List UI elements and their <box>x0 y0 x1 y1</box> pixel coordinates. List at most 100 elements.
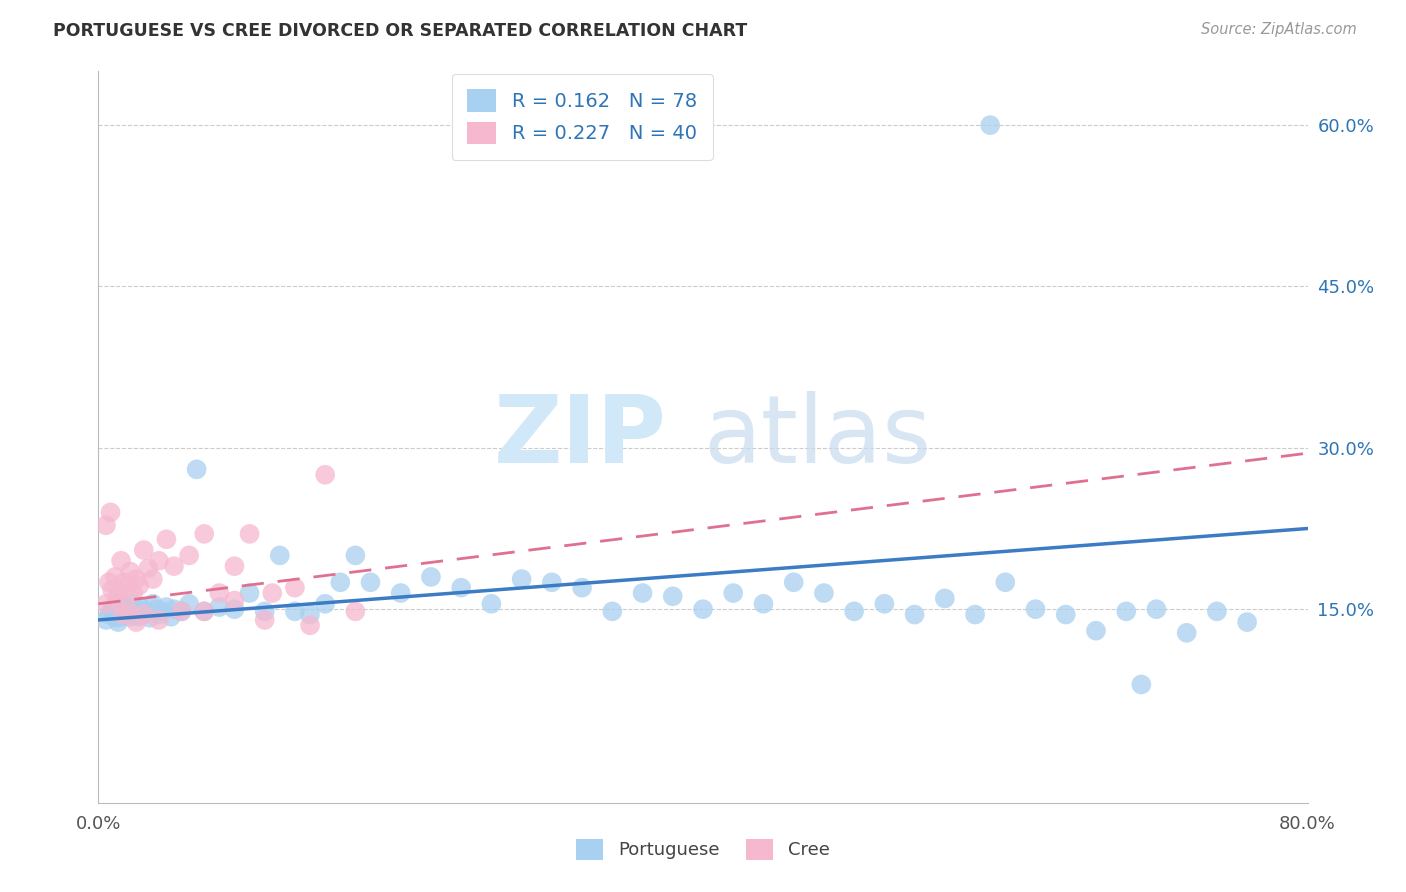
Point <box>105 593 128 607</box>
Point <box>314 467 336 482</box>
Point <box>224 602 246 616</box>
Text: Source: ZipAtlas.com: Source: ZipAtlas.com <box>1201 22 1357 37</box>
Point <box>120 609 142 624</box>
Legend: Portuguese, Cree: Portuguese, Cree <box>569 831 837 867</box>
Point <box>208 600 231 615</box>
Point <box>129 600 152 615</box>
Point <box>142 572 165 586</box>
Point <box>122 586 145 600</box>
Point <box>122 597 145 611</box>
Point <box>253 613 276 627</box>
Point <box>994 575 1017 590</box>
Point <box>186 462 208 476</box>
Point <box>1144 602 1167 616</box>
Point <box>344 549 367 563</box>
Point <box>965 607 987 622</box>
Point <box>692 602 714 616</box>
Point <box>100 505 122 519</box>
Point <box>284 604 307 618</box>
Point <box>844 604 866 618</box>
Point <box>1024 602 1046 616</box>
Point <box>94 597 117 611</box>
Point <box>389 586 412 600</box>
Point <box>631 586 654 600</box>
Point <box>105 600 128 615</box>
Point <box>94 518 117 533</box>
Point <box>1054 607 1077 622</box>
Point <box>723 586 745 600</box>
Point <box>979 118 1001 132</box>
Point <box>163 602 186 616</box>
Point <box>783 575 806 590</box>
Point <box>132 607 155 622</box>
Point <box>127 604 149 618</box>
Point <box>111 607 134 622</box>
Point <box>752 597 775 611</box>
Point <box>904 607 927 622</box>
Point <box>120 565 142 579</box>
Point <box>150 604 173 618</box>
Point <box>128 609 150 624</box>
Point <box>101 582 124 597</box>
Point <box>661 589 683 603</box>
Point <box>193 604 215 618</box>
Text: ZIP: ZIP <box>494 391 666 483</box>
Point <box>114 607 136 622</box>
Point <box>101 602 124 616</box>
Point <box>118 604 141 618</box>
Point <box>128 578 150 592</box>
Point <box>136 561 159 575</box>
Point <box>193 604 215 618</box>
Point <box>155 533 177 547</box>
Point <box>107 586 129 600</box>
Point <box>193 527 215 541</box>
Point <box>112 602 135 616</box>
Point <box>145 602 167 616</box>
Point <box>813 586 835 600</box>
Point <box>170 604 193 618</box>
Text: PORTUGUESE VS CREE DIVORCED OR SEPARATED CORRELATION CHART: PORTUGUESE VS CREE DIVORCED OR SEPARATED… <box>53 22 748 40</box>
Point <box>125 572 148 586</box>
Point <box>110 554 132 568</box>
Point <box>571 581 593 595</box>
Point <box>108 597 131 611</box>
Point <box>155 600 177 615</box>
Point <box>344 604 367 618</box>
Point <box>179 549 201 563</box>
Point <box>125 602 148 616</box>
Point <box>118 604 141 618</box>
Point <box>314 597 336 611</box>
Point <box>163 559 186 574</box>
Point <box>103 604 125 618</box>
Point <box>110 609 132 624</box>
Point <box>299 607 322 622</box>
Point <box>111 604 134 618</box>
Point <box>450 581 472 595</box>
Point <box>224 559 246 574</box>
Point <box>1130 677 1153 691</box>
Point <box>148 554 170 568</box>
Point <box>124 607 146 622</box>
Point <box>602 604 624 618</box>
Point <box>142 597 165 611</box>
Point <box>1085 624 1108 638</box>
Point <box>224 593 246 607</box>
Point <box>112 575 135 590</box>
Point <box>481 597 503 611</box>
Point <box>269 549 291 563</box>
Point <box>510 572 533 586</box>
Point <box>420 570 443 584</box>
Point <box>107 615 129 629</box>
Point <box>132 607 155 622</box>
Point <box>299 618 322 632</box>
Point <box>1206 604 1229 618</box>
Point <box>94 613 117 627</box>
Point <box>121 602 143 616</box>
Point <box>139 611 162 625</box>
Point <box>148 607 170 622</box>
Point <box>170 604 193 618</box>
Point <box>253 604 276 618</box>
Point <box>125 615 148 629</box>
Point <box>239 527 262 541</box>
Point <box>360 575 382 590</box>
